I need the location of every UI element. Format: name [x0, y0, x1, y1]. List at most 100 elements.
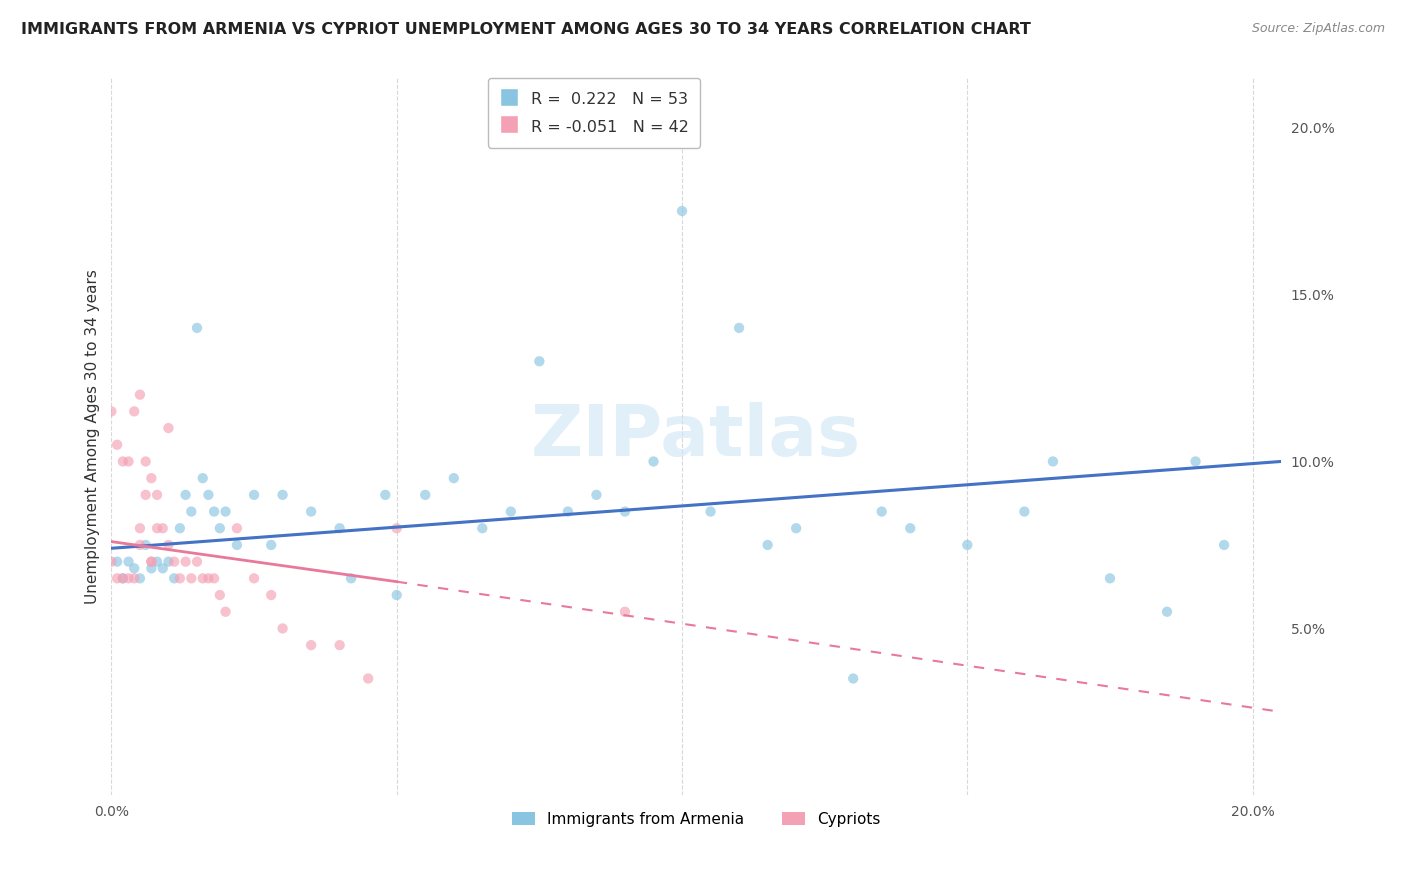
Point	[202, 571, 225, 585]
Point	[202, 504, 225, 518]
Point	[169, 521, 191, 535]
Point	[122, 571, 145, 585]
Point	[413, 488, 436, 502]
Point	[169, 571, 191, 585]
Point	[329, 638, 352, 652]
Point	[122, 404, 145, 418]
Point	[214, 504, 236, 518]
Point	[208, 588, 231, 602]
Point	[329, 521, 352, 535]
Point	[129, 521, 152, 535]
Point	[186, 321, 208, 335]
Point	[163, 555, 186, 569]
Point	[111, 571, 134, 585]
Point	[146, 521, 169, 535]
Y-axis label: Unemployment Among Ages 30 to 34 years: Unemployment Among Ages 30 to 34 years	[86, 269, 100, 604]
Point	[180, 571, 202, 585]
Point	[956, 538, 979, 552]
Point	[529, 354, 551, 368]
Point	[163, 571, 186, 585]
Point	[174, 488, 197, 502]
Point	[100, 555, 122, 569]
Point	[135, 488, 157, 502]
Text: Source: ZipAtlas.com: Source: ZipAtlas.com	[1251, 22, 1385, 36]
Point	[197, 571, 219, 585]
Point	[271, 488, 294, 502]
Point	[756, 538, 779, 552]
Point	[443, 471, 465, 485]
Point	[152, 521, 174, 535]
Point	[111, 571, 134, 585]
Point	[842, 672, 865, 686]
Point	[471, 521, 494, 535]
Point	[898, 521, 921, 535]
Point	[157, 555, 180, 569]
Point	[105, 555, 128, 569]
Point	[141, 471, 163, 485]
Point	[129, 538, 152, 552]
Point	[141, 555, 163, 569]
Text: IMMIGRANTS FROM ARMENIA VS CYPRIOT UNEMPLOYMENT AMONG AGES 30 TO 34 YEARS CORREL: IMMIGRANTS FROM ARMENIA VS CYPRIOT UNEMP…	[21, 22, 1031, 37]
Point	[105, 438, 128, 452]
Point	[174, 555, 197, 569]
Point	[870, 504, 893, 518]
Point	[499, 504, 522, 518]
Point	[197, 488, 219, 502]
Point	[271, 622, 294, 636]
Point	[157, 421, 180, 435]
Point	[260, 588, 283, 602]
Text: ZIPatlas: ZIPatlas	[531, 402, 862, 471]
Point	[186, 555, 208, 569]
Point	[208, 521, 231, 535]
Point	[146, 555, 169, 569]
Point	[141, 561, 163, 575]
Point	[226, 538, 249, 552]
Point	[180, 504, 202, 518]
Point	[643, 454, 665, 468]
Point	[105, 571, 128, 585]
Point	[299, 504, 322, 518]
Point	[226, 521, 249, 535]
Point	[613, 504, 636, 518]
Point	[1184, 454, 1206, 468]
Point	[385, 588, 408, 602]
Point	[214, 605, 236, 619]
Point	[117, 454, 139, 468]
Point	[122, 561, 145, 575]
Point	[117, 555, 139, 569]
Point	[117, 571, 139, 585]
Point	[299, 638, 322, 652]
Point	[1042, 454, 1064, 468]
Point	[243, 488, 266, 502]
Point	[1156, 605, 1178, 619]
Point	[728, 321, 751, 335]
Point	[129, 387, 152, 401]
Legend: Immigrants from Armenia, Cypriots: Immigrants from Armenia, Cypriots	[505, 804, 889, 834]
Point	[340, 571, 363, 585]
Point	[699, 504, 721, 518]
Point	[385, 521, 408, 535]
Point	[785, 521, 807, 535]
Point	[557, 504, 579, 518]
Point	[141, 555, 163, 569]
Point	[357, 672, 380, 686]
Point	[111, 454, 134, 468]
Point	[613, 605, 636, 619]
Point	[146, 488, 169, 502]
Point	[374, 488, 396, 502]
Point	[100, 404, 122, 418]
Point	[157, 538, 180, 552]
Point	[152, 561, 174, 575]
Point	[191, 471, 214, 485]
Point	[1213, 538, 1236, 552]
Point	[671, 204, 693, 219]
Point	[135, 538, 157, 552]
Point	[260, 538, 283, 552]
Point	[585, 488, 607, 502]
Point	[191, 571, 214, 585]
Point	[243, 571, 266, 585]
Point	[1098, 571, 1121, 585]
Point	[1014, 504, 1036, 518]
Point	[135, 454, 157, 468]
Point	[129, 571, 152, 585]
